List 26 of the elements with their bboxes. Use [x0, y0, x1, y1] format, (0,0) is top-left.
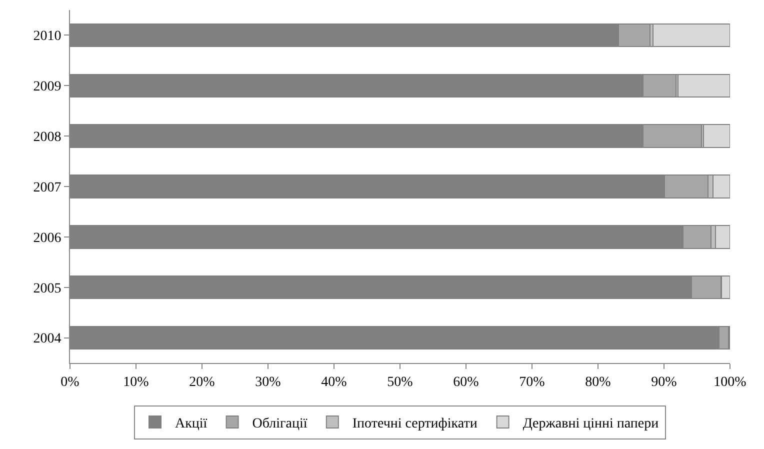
- bar: [677, 74, 730, 98]
- y-tick-label: 2007: [33, 180, 62, 196]
- legend-label: Акції: [175, 416, 208, 432]
- y-tick-label: 2005: [33, 281, 62, 296]
- x-tick-label: 60%: [453, 374, 480, 390]
- x-tick-label: 80%: [585, 374, 612, 390]
- y-tick-label: 2010: [33, 29, 62, 44]
- legend-label: Іпотечні сертифікати: [352, 416, 478, 432]
- x-tick-label: 30%: [255, 374, 282, 390]
- y-tick-label: 2004: [33, 332, 62, 347]
- bar: [703, 124, 730, 148]
- bar: [652, 23, 730, 48]
- y-tick-label: 2009: [33, 80, 62, 95]
- legend-label: Облігації: [252, 416, 308, 432]
- bar: [714, 225, 730, 249]
- y-tick-label: 2006: [33, 230, 62, 246]
- x-tick-label: 0%: [60, 374, 80, 390]
- x-tick-label: 40%: [321, 374, 348, 390]
- x-tick-label: 70%: [519, 374, 546, 390]
- x-tick-label: 10%: [123, 374, 150, 390]
- x-tick-label: 20%: [189, 374, 216, 390]
- legend-label: Державні цінні папери: [522, 416, 660, 432]
- x-tick-label: 100%: [714, 374, 747, 390]
- y-tick-label: 2008: [33, 130, 62, 145]
- x-tick-label: 90%: [651, 374, 678, 390]
- x-tick-label: 50%: [387, 374, 414, 390]
